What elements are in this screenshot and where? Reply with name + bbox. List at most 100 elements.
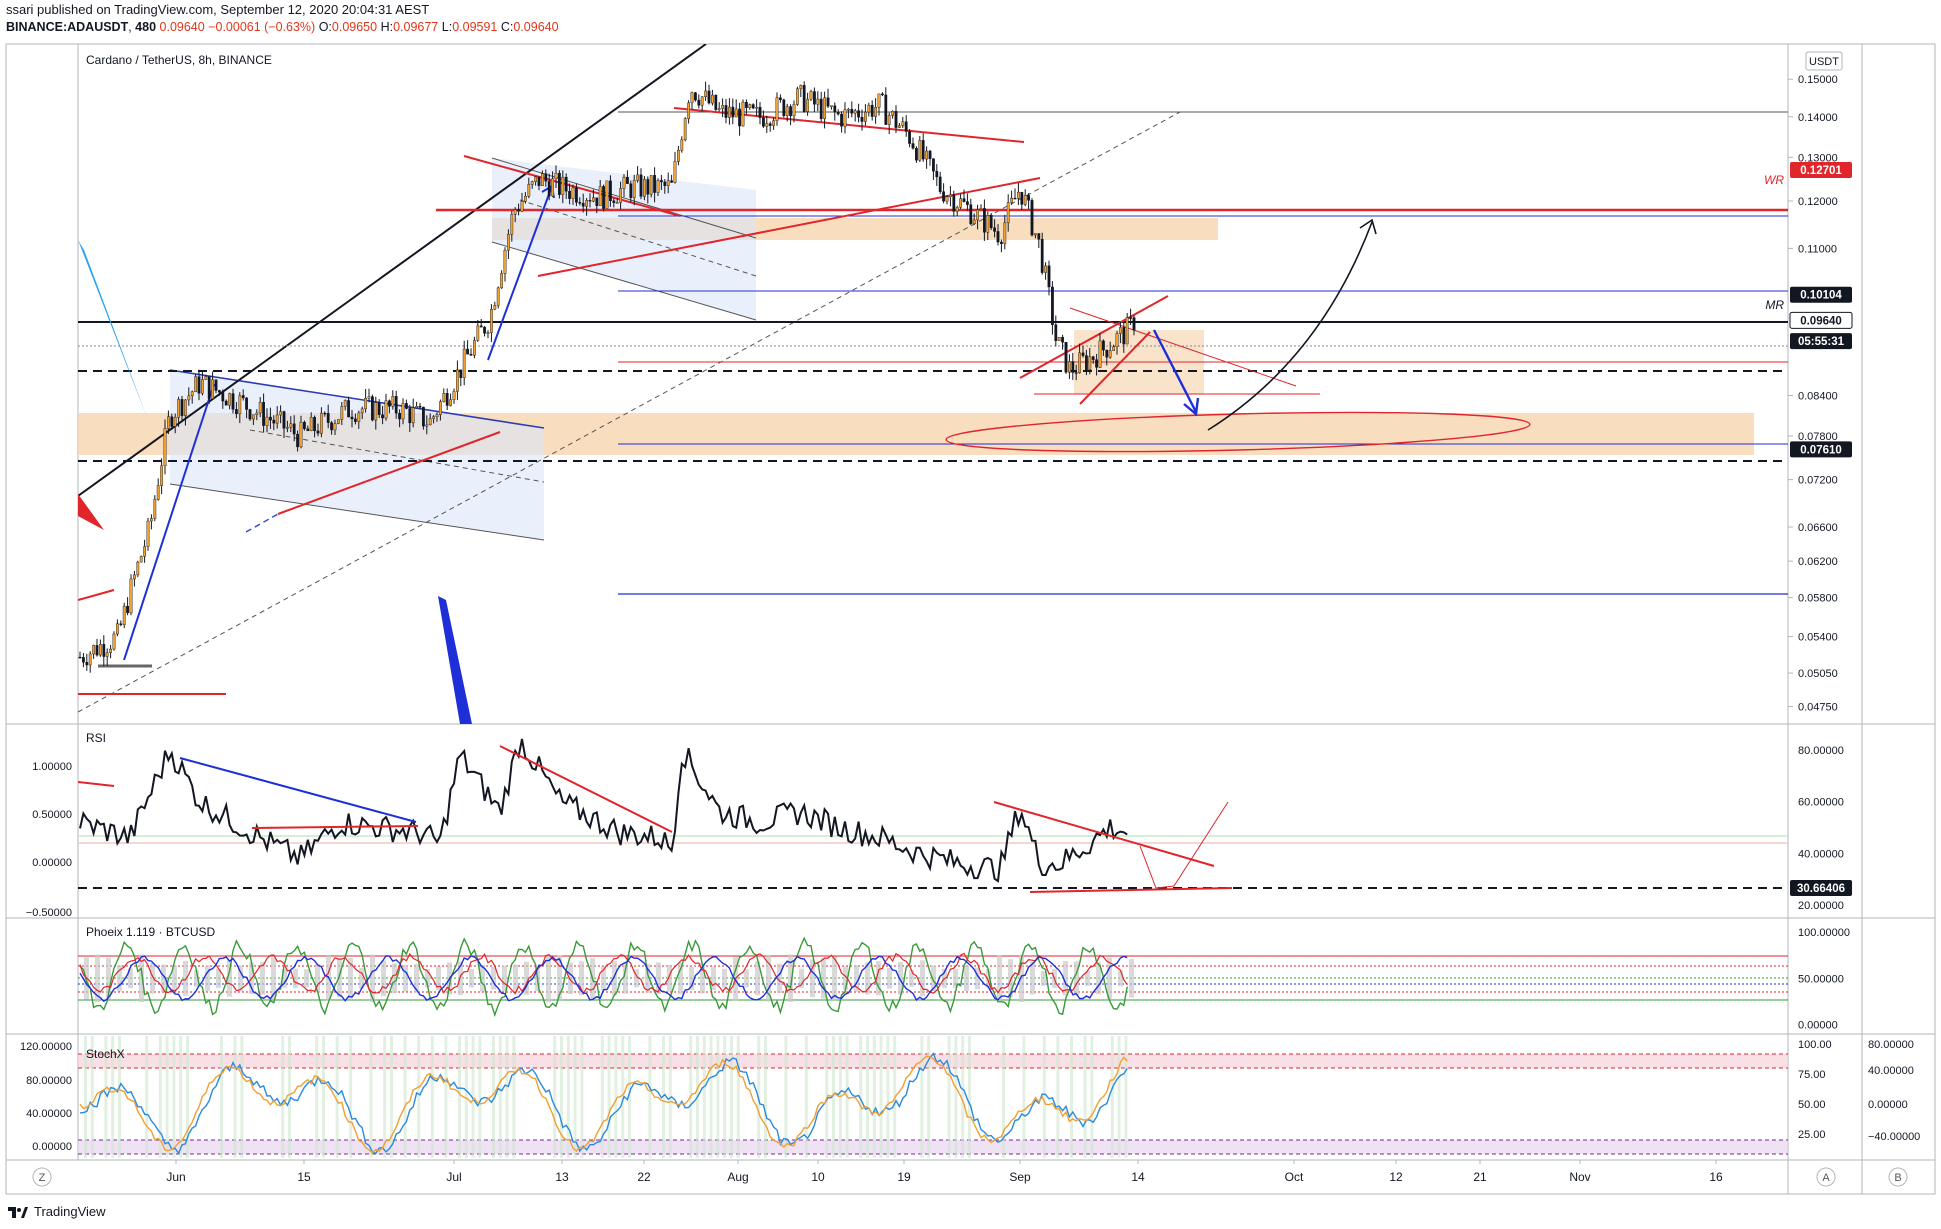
candle-body: [520, 201, 524, 212]
candle-body: [762, 117, 765, 127]
stochx-bg-bar: [566, 1036, 570, 1158]
candle-body: [785, 106, 789, 116]
zoom-button[interactable]: [32, 1167, 52, 1187]
candle-body: [748, 104, 752, 108]
candle-body: [303, 421, 306, 429]
candle-body: [802, 85, 806, 112]
price-tick-label: 0.15000: [1798, 74, 1838, 86]
candle-body: [775, 97, 779, 121]
phoenix-hist-bar: [524, 961, 529, 996]
symbol-ohlc-line: BINANCE:ADAUSDT, 480 0.09640 −0.00061 (−…: [6, 20, 559, 34]
candle-body: [925, 150, 929, 160]
trend-line-black: [78, 44, 707, 497]
phoenix-hist-bar: [95, 954, 100, 1003]
candle-body: [1095, 359, 1099, 368]
stochx-bg-bar: [736, 1036, 740, 1158]
main-price-axis[interactable]: 0.15000 0.14000 0.13000 0.12000 0.11000 0.084…: [1788, 74, 1838, 713]
low-value: 0.09591: [452, 20, 498, 34]
stochx-bg-bar: [1056, 1036, 1060, 1158]
stochx-bg-bar: [349, 1036, 353, 1158]
price-label-text: 0.10104: [1800, 290, 1842, 302]
candle-body: [292, 423, 296, 435]
blue-spike: [78, 240, 148, 420]
stochx-bg-bar: [179, 1036, 183, 1158]
scale-b-button[interactable]: [1888, 1167, 1908, 1187]
candle-body: [1118, 327, 1122, 334]
phoenix-hist-bar: [1107, 957, 1112, 1000]
candle-body: [911, 143, 915, 149]
candle-body: [847, 109, 850, 111]
phoenix-hist-bar: [161, 964, 166, 992]
phoenix-hist-bar: [843, 966, 848, 990]
phoenix-hist-bar: [1030, 962, 1035, 995]
auto-scale-button[interactable]: [1816, 1167, 1836, 1187]
candle-body: [360, 408, 364, 414]
phoenix-hist-bar: [931, 965, 936, 992]
candle-body: [792, 104, 796, 117]
phoenix-hist-bar: [920, 960, 925, 997]
candle-body: [394, 396, 398, 414]
phoenix-hist-bar: [777, 963, 782, 993]
candle-body: [513, 209, 517, 215]
candle-body: [503, 249, 507, 274]
candle-body: [683, 118, 687, 141]
candle-body: [194, 376, 197, 393]
curved-arrow: [1207, 221, 1373, 431]
time-axis[interactable]: Jun 15 Jul 13 22 Aug 10 19 Sep 14 Oct 12 21 Nov 16: [166, 1160, 1723, 1184]
candle-body: [700, 96, 704, 106]
candle-body: [711, 94, 714, 104]
price-label-box: [1789, 311, 1853, 329]
rsi-right-tick: 40.00000: [1798, 848, 1844, 860]
stochx-bg-bar: [784, 1036, 788, 1158]
candle-body: [986, 215, 990, 233]
candle-body: [490, 309, 493, 333]
phoenix-hist-bar: [491, 966, 496, 990]
rsi-axis[interactable]: 1.00000 0.50000 0.00000 −0.50000 80.00000 60.…: [26, 745, 1852, 919]
candle-body: [632, 180, 636, 198]
phoenix-hist-bar: [1085, 970, 1090, 986]
blue-channel-area-1: [170, 370, 544, 540]
stochx-bg-bar: [1090, 1036, 1094, 1158]
stochx-bg-bar: [186, 1036, 189, 1158]
candle-body: [333, 423, 337, 431]
stochx-bg-bar: [607, 1036, 611, 1158]
candle-body: [891, 111, 895, 116]
candle-body: [452, 391, 456, 400]
stochx-right-tick: 25.00: [1798, 1129, 1826, 1141]
phoenix-hist-bar: [1118, 970, 1123, 987]
stochx-bg-bar: [879, 1036, 883, 1158]
candle-body: [126, 605, 130, 614]
phoenix-hist-bar: [172, 965, 177, 992]
phoenix-hist-bar: [975, 967, 980, 990]
phoenix-hist-bar: [700, 963, 705, 994]
candle-body: [1000, 241, 1003, 244]
candle-body: [422, 406, 425, 427]
candle-body: [887, 115, 891, 125]
candle-body: [1112, 346, 1116, 351]
currency-badge[interactable]: [1805, 51, 1843, 71]
price-tick-label: 0.06600: [1798, 522, 1838, 534]
price-label-text: 0.12701: [1800, 165, 1842, 177]
candle-body: [534, 176, 538, 182]
candle-body: [371, 396, 374, 421]
phoenix-axis[interactable]: 100.00000 50.00000 0.00000: [1798, 927, 1850, 1032]
candle-body: [850, 109, 854, 114]
candle-body: [340, 406, 344, 420]
candle-body: [983, 208, 986, 233]
candle-body: [1132, 317, 1136, 331]
channel-line: [491, 241, 757, 321]
candle-body: [724, 105, 728, 118]
stochx-axis[interactable]: 120.00000 80.00000 40.00000 0.00000 100.00 75…: [20, 1039, 1920, 1153]
phoenix-hist-bar: [381, 960, 386, 997]
price-label-box: [1790, 161, 1852, 178]
time-tick-label: 13: [555, 1170, 569, 1184]
candle-body: [1030, 200, 1034, 236]
phoenix-hist-bar: [183, 960, 188, 996]
candle-body: [1105, 349, 1109, 358]
candle-body: [643, 179, 646, 197]
candle-body: [119, 623, 123, 625]
candle-body: [666, 180, 670, 186]
phoenix-hist-bar: [414, 964, 419, 993]
phoenix-tick: 100.00000: [1798, 927, 1850, 939]
